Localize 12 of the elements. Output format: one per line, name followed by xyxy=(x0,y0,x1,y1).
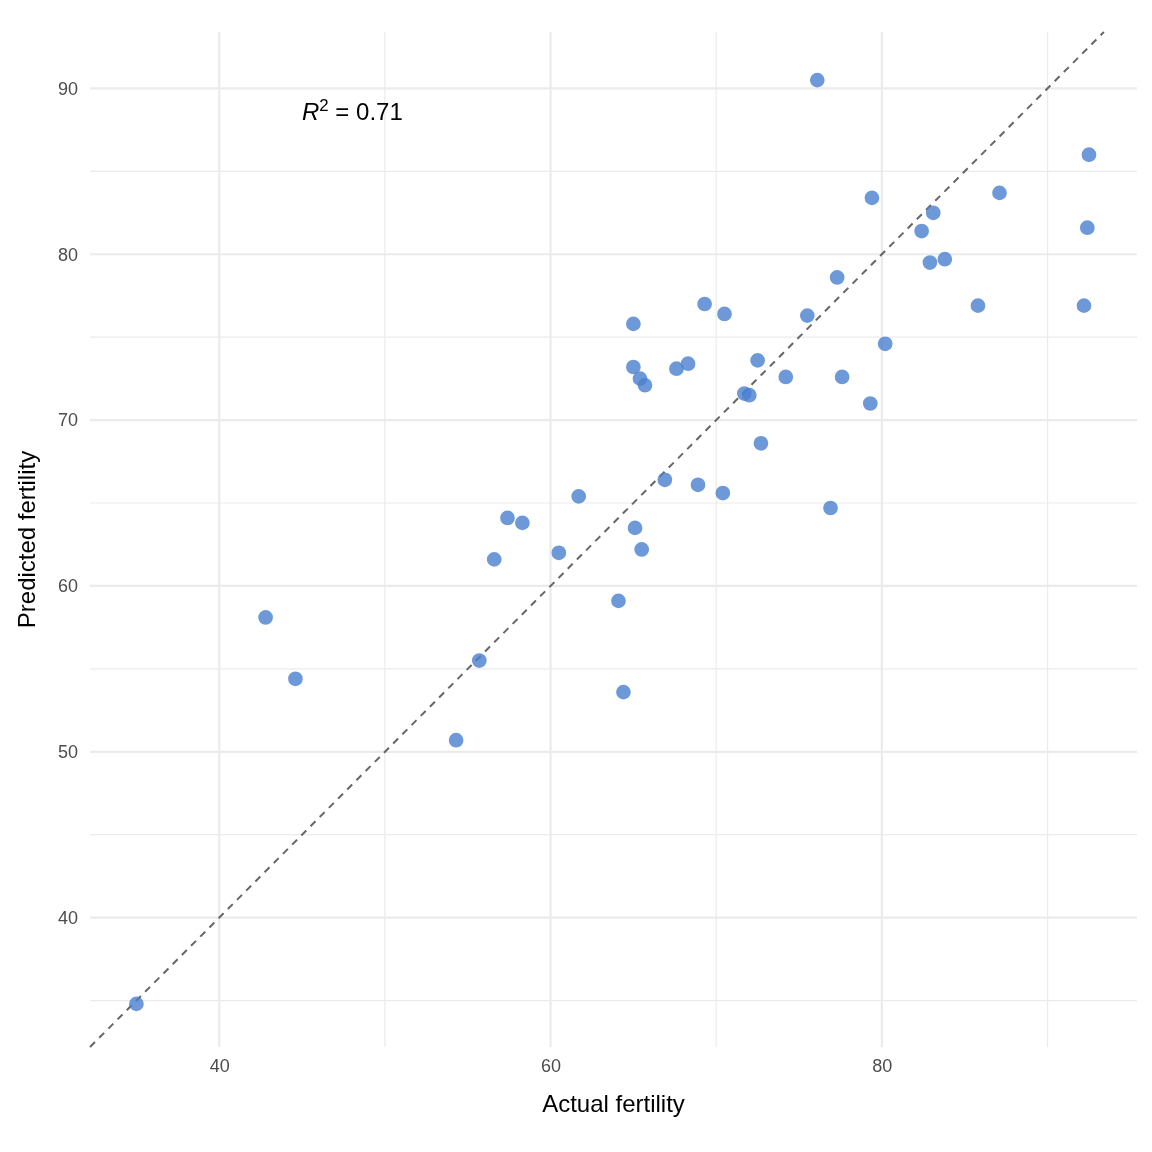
y-tick-label: 80 xyxy=(57,244,78,265)
y-axis-title: Predicted fertility xyxy=(13,450,40,629)
x-tick-label: 80 xyxy=(872,1055,893,1076)
x-axis-title: Actual fertility xyxy=(542,1090,685,1117)
y-tick-label: 90 xyxy=(57,78,78,99)
y-tick-label: 60 xyxy=(57,576,78,597)
x-tick-label: 60 xyxy=(541,1055,562,1076)
y-tick-label: 70 xyxy=(57,410,78,431)
y-tick-label: 50 xyxy=(57,742,78,763)
x-tick-label: 40 xyxy=(209,1055,230,1076)
y-tick-label: 40 xyxy=(57,907,78,928)
annotation: R$^{2}$ = 0.71 xyxy=(302,95,403,125)
